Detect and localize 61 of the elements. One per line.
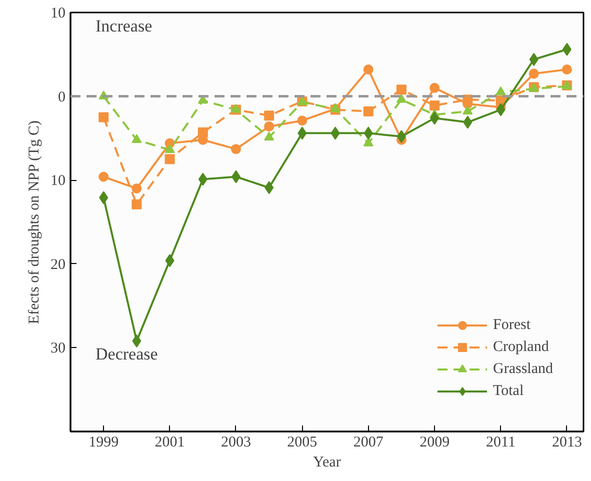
y-axis-title: Efects of droughts on NPP (Tg C) [26,120,42,324]
legend-label: Forest [493,316,530,334]
point [364,126,373,140]
y-tick-label: 0 [58,89,66,106]
point [230,144,241,154]
point [98,112,109,122]
annotation: Decrease [96,344,158,364]
point [198,172,208,186]
x-tick-label: 2003 [220,434,251,450]
point [297,116,308,126]
y-tick-label: 20 [50,256,66,273]
point [396,84,406,95]
point [496,86,506,96]
point [562,64,572,74]
x-tick-label: 2011 [486,434,516,450]
x-tick-label: 2007 [353,434,384,450]
point [462,94,473,105]
y-tick-label: 10 [50,173,66,190]
point [396,130,406,144]
point [529,52,538,66]
point [231,170,240,184]
point [264,121,274,132]
point [165,254,174,268]
point [132,134,142,143]
legend-label: Cropland [493,338,549,356]
point [330,126,340,140]
point [99,191,108,204]
point [132,334,142,348]
y-tick-label: 10 [50,6,66,22]
x-tick-label: 2009 [420,434,450,450]
point [298,126,307,140]
point [98,172,109,182]
x-tick-label: 2001 [154,434,185,450]
legend-label: Total [493,382,524,400]
x-tick-label: 2013 [552,434,582,450]
point [132,183,142,194]
x-tick-label: 2005 [287,434,318,450]
point [528,68,539,79]
point [430,112,440,125]
x-axis-title: Year [313,454,341,470]
point [463,116,472,129]
point [132,199,142,210]
y-tick-label: 30 [50,340,66,357]
point [198,127,208,138]
point [430,82,440,93]
point [396,94,406,103]
point [164,154,175,164]
x-tick-label: 1999 [88,434,119,450]
point [363,106,374,116]
point [496,103,506,116]
point [363,138,374,146]
point [363,64,374,74]
point [264,132,274,140]
point [164,144,175,154]
point [264,181,274,194]
annotation: Increase [96,16,152,36]
point [562,42,572,56]
point [264,110,274,121]
point [462,106,473,114]
point [430,100,440,111]
legend-label: Grassland [493,360,553,378]
